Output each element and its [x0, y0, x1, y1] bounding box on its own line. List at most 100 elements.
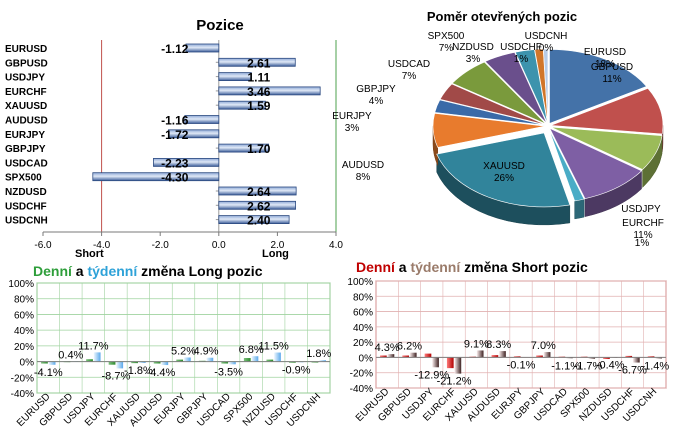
pie-slice: [543, 48, 549, 124]
pie-slice-percent: 11%: [602, 74, 621, 85]
daily-bar: [536, 355, 543, 358]
pie-slice: [484, 52, 548, 124]
pie-slice-label: AUDUSD: [342, 160, 384, 171]
change-value-label: 8.3%: [486, 339, 511, 351]
plot-area: [375, 280, 667, 389]
change-value-label: -1.7%: [574, 361, 603, 373]
title-part: změna Long pozic: [137, 263, 262, 279]
y-tick-label: 100%: [347, 277, 373, 288]
pozice-bar: [218, 215, 290, 225]
x-tick-label: 0.0: [212, 240, 226, 251]
weekly-bar: [229, 361, 236, 365]
change-value-label: -0.9%: [282, 364, 311, 376]
y-tick-label: 40%: [14, 326, 34, 337]
weekly-bar: [116, 361, 124, 369]
pie-slice-percent: 3%: [466, 54, 481, 65]
pozice-category-label: EURUSD: [5, 44, 47, 55]
pozice-value-label: -1.16: [161, 114, 189, 128]
short-change-chart-title: Denní a týdenní změna Short pozic: [356, 259, 588, 275]
pozice-bar: [218, 57, 296, 67]
change-value-label: 6.2%: [397, 341, 422, 353]
pie-slice: [436, 132, 571, 208]
weekly-bar: [319, 360, 326, 362]
pie-slice-percent: 0%: [539, 43, 554, 54]
y-tick-label: 20%: [14, 342, 34, 353]
y-tick-label: 0%: [20, 358, 35, 369]
pie-slice-percent: 3%: [345, 123, 360, 134]
pozice-category-label: SPX500: [5, 173, 42, 184]
weekly-bar: [588, 357, 596, 359]
weekly-bar: [409, 352, 417, 358]
pozice-value-label: 2.40: [247, 214, 271, 228]
pie-slice-label: NZDUSD: [452, 42, 494, 53]
pozice-value-label: 1.70: [247, 142, 271, 156]
daily-bar: [131, 361, 138, 364]
change-value-label: -21.2%: [437, 376, 472, 388]
title-part: Denní: [33, 263, 73, 279]
y-tick-label: -20%: [350, 369, 373, 380]
pozice-bar: [92, 172, 220, 182]
change-value-label: -1.4%: [640, 360, 669, 372]
y-tick-label: 80%: [353, 292, 373, 303]
daily-bar: [424, 353, 432, 358]
change-value-label: 6.8%: [239, 344, 264, 356]
weekly-bar: [632, 357, 640, 363]
pie-slice-percent: 11%: [633, 230, 652, 241]
y-tick-label: 60%: [353, 308, 373, 319]
pozice-value-label: -4.30: [161, 171, 189, 185]
daily-bar: [513, 356, 521, 358]
pozice-bar: [218, 143, 270, 153]
pozice-value-label: 3.46: [247, 85, 271, 99]
change-value-label: -0.1%: [507, 360, 536, 372]
weekly-bar: [476, 350, 484, 358]
y-tick-label: 60%: [14, 310, 34, 321]
pozice-bar: [218, 200, 296, 210]
pie-title: Poměr otevřených pozic: [427, 9, 577, 24]
y-tick-label: 100%: [8, 279, 34, 290]
pozice-value-label: 1.11: [247, 71, 270, 85]
weekly-bar: [543, 352, 551, 358]
y-tick-label: -40%: [350, 384, 373, 395]
pie-slice-label: EURUSD: [584, 47, 626, 58]
weekly-bar: [274, 352, 281, 362]
pozice-value-label: 2.61: [247, 56, 271, 70]
weekly-bar: [48, 361, 56, 365]
pozice-category-label: GBPUSD: [5, 58, 48, 69]
change-value-label: 9.1%: [464, 338, 489, 350]
weekly-bar: [251, 356, 259, 362]
pie-slice: [514, 49, 548, 124]
title-part: změna Short pozic: [460, 259, 588, 275]
pie-slice-side: [574, 198, 585, 220]
title-part: týdenní: [410, 259, 461, 275]
pozice-category-label: USDCNH: [5, 216, 48, 227]
weekly-bar: [454, 357, 462, 374]
change-value-label: -0.4%: [596, 360, 625, 372]
daily-bar: [603, 357, 610, 359]
title-part: a: [72, 263, 88, 279]
pie-slice-label: GBPJPY: [356, 84, 396, 95]
title-part: a: [395, 259, 411, 275]
change-value-label: 11.7%: [78, 340, 109, 352]
y-tick-label: -40%: [11, 389, 34, 400]
daily-bar: [108, 361, 116, 365]
long-change-chart: Denní a týdenní změna Long pozic100%80%6…: [8, 263, 331, 429]
pie-slice-label: USDJPY: [621, 204, 661, 215]
daily-bar: [153, 361, 161, 364]
pie-slice-label: USDCHF: [500, 42, 542, 53]
daily-bar: [243, 358, 251, 362]
change-value-label: -6.7%: [618, 365, 647, 377]
pie-slice-label: USDCAD: [388, 59, 430, 70]
pozice-chart: Pozice EURUSD -1.12 GBPUSD 2.61 USDJPY 1.11 EUR…: [5, 17, 343, 260]
pie-chart: Poměr otevřených pozicEURUSD18%GBPUSD11%…: [332, 9, 664, 249]
pie-slice: [548, 128, 585, 202]
weekly-bar: [183, 357, 191, 362]
daily-bar: [491, 355, 499, 358]
pie-slice-percent: 1%: [514, 54, 529, 65]
daily-bar: [446, 357, 454, 369]
pozice-bar: [218, 72, 252, 81]
pie-slice-label: EURCHF: [622, 218, 664, 229]
pozice-bar: [168, 129, 220, 139]
pozice-value-label: -1.12: [161, 42, 189, 56]
pozice-category-label: USDCHF: [5, 201, 47, 212]
pozice-category-label: USDJPY: [5, 73, 45, 84]
